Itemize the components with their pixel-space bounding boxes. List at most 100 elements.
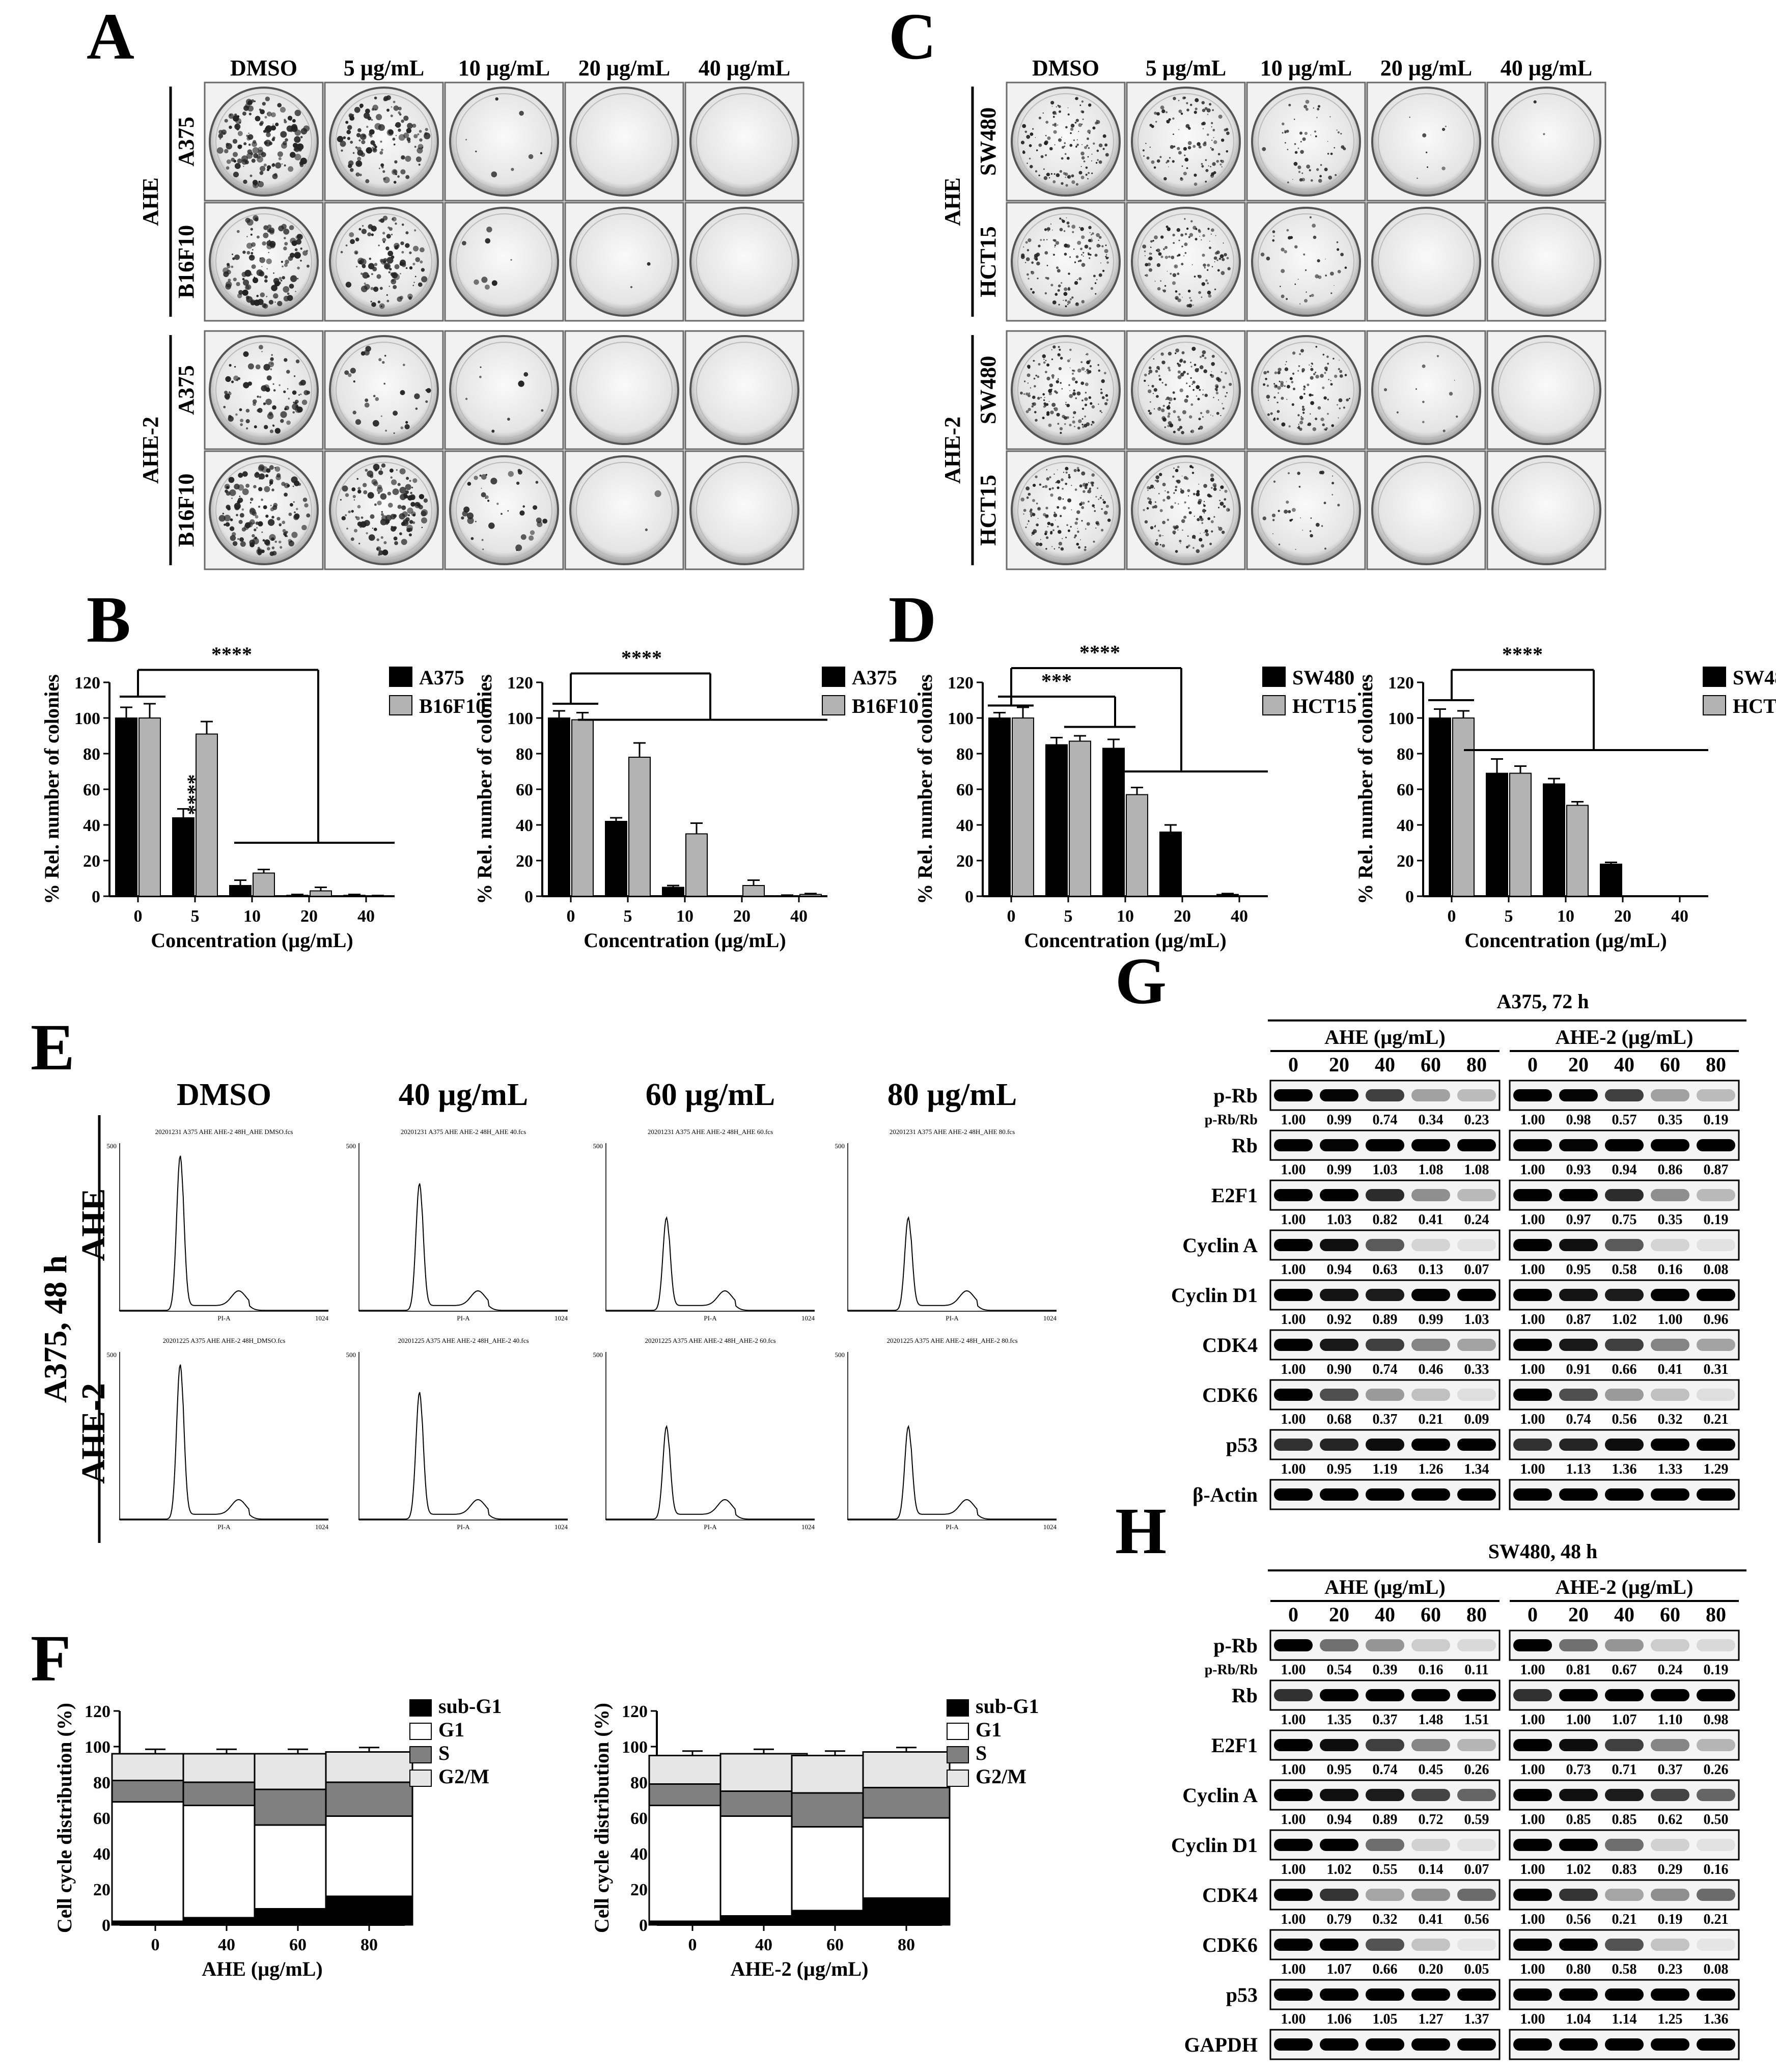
quant-value: 1.00 bbox=[1520, 1812, 1545, 1828]
blot-band bbox=[1411, 1739, 1450, 1751]
colony-dot bbox=[233, 159, 237, 163]
colony-dot bbox=[1159, 509, 1163, 512]
colony-dot bbox=[1396, 411, 1399, 413]
dish-rim bbox=[1258, 93, 1354, 190]
colony-dot bbox=[1161, 416, 1166, 421]
panel-letter: D bbox=[889, 583, 936, 656]
colony-dot bbox=[241, 508, 244, 511]
quant-value: 1.08 bbox=[1464, 1162, 1489, 1178]
colony-dot bbox=[1425, 151, 1428, 153]
colony-dot bbox=[1177, 428, 1181, 431]
dish-rim bbox=[336, 462, 432, 559]
x-tick-label: 10 bbox=[676, 907, 693, 926]
colony-dot bbox=[1075, 397, 1077, 399]
bar bbox=[253, 872, 275, 897]
colony-dot bbox=[1299, 396, 1303, 400]
colony-dot bbox=[1058, 530, 1062, 534]
colony-dot bbox=[357, 487, 361, 490]
y-tick-label: 80 bbox=[93, 1774, 110, 1792]
colony-dot bbox=[1219, 489, 1221, 491]
quant-value: 1.00 bbox=[1520, 1862, 1545, 1877]
colony-dot bbox=[1215, 392, 1219, 395]
quant-value: 0.20 bbox=[1419, 1962, 1444, 1977]
colony-dot bbox=[1196, 492, 1200, 496]
colony-dot bbox=[372, 148, 377, 153]
colony-dot bbox=[1204, 501, 1205, 503]
colony-dot bbox=[243, 142, 247, 146]
colony-dot bbox=[1273, 383, 1275, 385]
colony-dot bbox=[1023, 513, 1024, 515]
colony-dot bbox=[1087, 371, 1090, 375]
colony-dot bbox=[358, 228, 362, 231]
colony-dot bbox=[1181, 519, 1185, 523]
colony-dot bbox=[1057, 378, 1059, 380]
colony-dot bbox=[280, 131, 287, 138]
colony-dot bbox=[1028, 238, 1032, 242]
colony-dot bbox=[1220, 485, 1224, 489]
colony-dot bbox=[1037, 397, 1040, 400]
blot-band bbox=[1366, 1939, 1404, 1951]
colony-dot bbox=[232, 541, 238, 546]
colony-dot bbox=[1071, 377, 1076, 381]
colony-dot bbox=[1086, 422, 1090, 426]
colony-dot bbox=[654, 490, 661, 498]
colony-dot bbox=[272, 174, 278, 179]
colony-dot bbox=[1211, 122, 1213, 124]
quant-value: 1.00 bbox=[1520, 1461, 1545, 1477]
y-tick-label: 60 bbox=[516, 781, 533, 799]
colony-dot bbox=[1072, 392, 1076, 396]
band-label: p53 bbox=[1226, 1983, 1258, 2006]
colony-dot bbox=[407, 495, 413, 501]
blot-band bbox=[1457, 1239, 1496, 1251]
colony-dot bbox=[1281, 294, 1285, 298]
colony-dot bbox=[271, 363, 273, 365]
colony-dot bbox=[219, 138, 221, 140]
colony-dot bbox=[1299, 131, 1302, 135]
colony-dot bbox=[252, 277, 259, 284]
colony-dot bbox=[263, 364, 270, 371]
colony-dot bbox=[1050, 531, 1053, 534]
blot-band bbox=[1651, 1289, 1689, 1301]
dish bbox=[449, 87, 559, 197]
colony-dot bbox=[1104, 372, 1106, 375]
y-tick-label: 40 bbox=[630, 1845, 648, 1864]
legend-label: S bbox=[976, 1742, 987, 1764]
colony-dot bbox=[1312, 363, 1314, 365]
colony-dot bbox=[1172, 281, 1176, 285]
colony-dot bbox=[402, 511, 408, 517]
colony-dot bbox=[479, 375, 482, 378]
colony-dot bbox=[1168, 404, 1170, 406]
colony-dot bbox=[1217, 378, 1219, 380]
colony-dot bbox=[361, 229, 367, 234]
colony-dot bbox=[278, 157, 282, 160]
colony-dot bbox=[1101, 508, 1103, 510]
blot-band bbox=[1513, 1389, 1552, 1401]
bar bbox=[799, 894, 822, 897]
colony-dot bbox=[282, 265, 284, 267]
dish-rim bbox=[336, 93, 432, 190]
colony-dot bbox=[1102, 148, 1105, 150]
colony-dot bbox=[265, 514, 269, 518]
colony-dot bbox=[1153, 408, 1155, 410]
colony-dot bbox=[1058, 138, 1062, 142]
colony-dot bbox=[1299, 421, 1303, 425]
colony-dot bbox=[285, 138, 288, 142]
colony-dot bbox=[1101, 379, 1105, 383]
blot-band bbox=[1457, 1389, 1496, 1401]
blot-band bbox=[1651, 1988, 1689, 2001]
colony-dot bbox=[1049, 476, 1051, 479]
colony-dot bbox=[1029, 157, 1031, 160]
colony-dot bbox=[285, 531, 288, 534]
quant-value: 1.08 bbox=[1419, 1162, 1444, 1178]
colony-dot bbox=[1032, 291, 1035, 294]
colony-dot bbox=[351, 487, 356, 491]
dish-rim bbox=[336, 342, 432, 438]
colony-dot bbox=[360, 133, 367, 140]
colony-dot bbox=[1302, 411, 1305, 414]
colony-dot bbox=[1149, 146, 1151, 148]
dish-rim bbox=[1498, 462, 1595, 559]
colony-dot bbox=[374, 468, 378, 472]
colony-dot bbox=[1210, 233, 1212, 235]
colony-dot bbox=[345, 121, 349, 124]
colony-dot bbox=[1416, 388, 1417, 390]
